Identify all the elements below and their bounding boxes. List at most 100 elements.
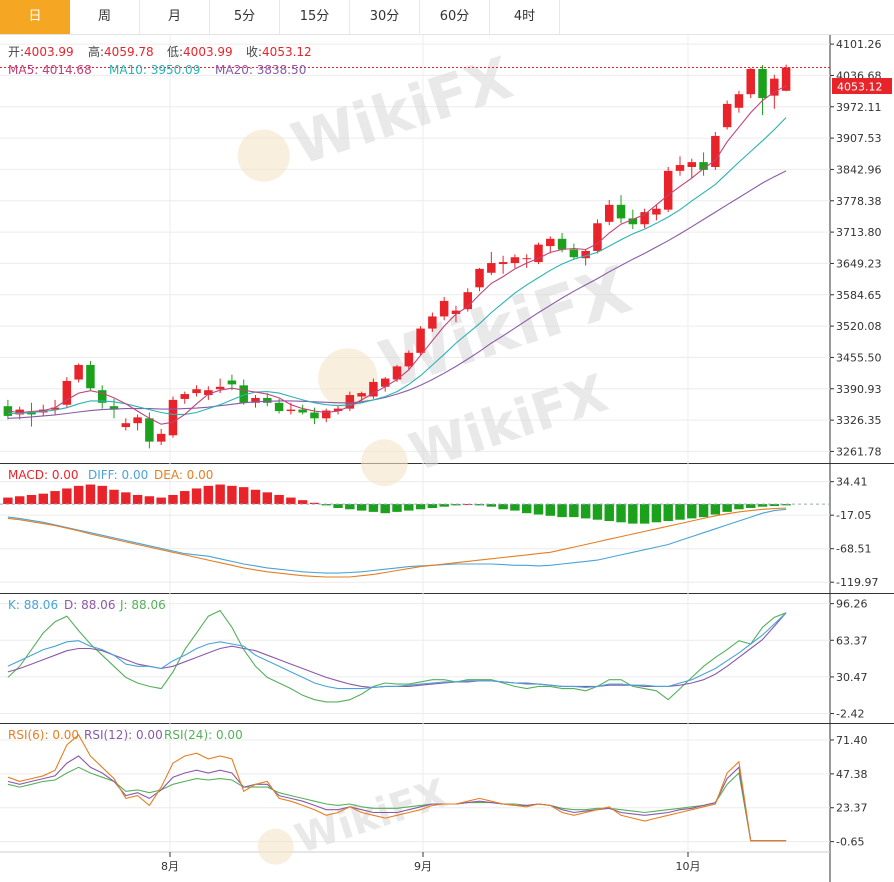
ma20-line xyxy=(7,170,787,419)
open-label: 开:4003.99 xyxy=(8,45,74,59)
candle-body-8 xyxy=(97,390,107,403)
macd-bar-36 xyxy=(427,504,438,508)
candle-body-46 xyxy=(546,238,555,247)
candle-body-53 xyxy=(628,218,638,225)
macd-bar-53 xyxy=(628,504,638,524)
watermark-logo-icon xyxy=(257,828,294,865)
price-tick-label-2: 3972.11 xyxy=(836,101,882,114)
kdj-legend: K: 88.06 D: 88.06 J: 88.06 xyxy=(8,598,166,612)
macd-bar-5 xyxy=(62,488,72,505)
ma20-label: MA20: 3838.50 xyxy=(215,63,306,77)
macd-bar-32 xyxy=(380,504,390,514)
macd-panel xyxy=(0,484,830,578)
tab-week[interactable]: 周 xyxy=(70,0,140,34)
candle-body-30 xyxy=(357,393,366,397)
low-value: 4003.99 xyxy=(183,45,233,59)
candle-body-50 xyxy=(593,223,602,251)
candle-body-54 xyxy=(640,212,649,225)
tab-day[interactable]: 日 xyxy=(0,0,70,34)
tab-30min[interactable]: 30分 xyxy=(350,0,420,34)
macd-bar-64 xyxy=(757,504,768,507)
tab-5min[interactable]: 5分 xyxy=(210,0,280,34)
candle-body-22 xyxy=(263,397,272,403)
rsi-tick-label-3: -0.65 xyxy=(836,836,864,849)
candle-body-66 xyxy=(781,67,791,91)
tab-4hour[interactable]: 4时 xyxy=(490,0,560,34)
ma10-value: 3950.09 xyxy=(151,63,201,77)
macd-bar-1 xyxy=(14,496,25,505)
kdj-tick-label-3: -2.42 xyxy=(836,708,864,721)
candle-body-52 xyxy=(616,204,626,219)
high-value: 4059.78 xyxy=(104,45,154,59)
price-axis: 4101.264036.683972.113907.533842.963778.… xyxy=(830,38,882,849)
macd-bar-3 xyxy=(38,493,48,505)
rsi12-line xyxy=(7,755,787,842)
price-panel xyxy=(0,64,830,449)
candle-body-38 xyxy=(451,310,461,315)
macd-tick-label-0: 34.41 xyxy=(836,476,868,489)
macd-bar-11 xyxy=(132,494,143,505)
tab-60min[interactable]: 60分 xyxy=(420,0,490,34)
rsi-tick-label-0: 71.40 xyxy=(836,734,868,747)
candle-body-44 xyxy=(522,258,531,260)
price-tick-label-10: 3455.50 xyxy=(836,351,882,364)
low-label-text: 低: xyxy=(167,45,183,59)
rsi24-line xyxy=(7,766,787,842)
candle-body-26 xyxy=(310,412,319,419)
macd-bar-62 xyxy=(734,504,744,510)
candle-body-60 xyxy=(711,135,720,167)
macd-bar-49 xyxy=(580,504,591,519)
macd-bar-54 xyxy=(639,504,650,524)
price-tick-label-4: 3842.96 xyxy=(836,163,882,176)
ma20-label-text: MA20: xyxy=(215,63,253,77)
candle-body-34 xyxy=(404,352,414,367)
macd-bar-30 xyxy=(356,504,367,511)
candle-body-29 xyxy=(345,395,355,409)
candle-body-2 xyxy=(27,412,36,415)
date-axis: 8月 9月 10月 xyxy=(161,852,701,873)
macd-bar-66 xyxy=(781,504,791,506)
candle-body-63 xyxy=(746,68,755,95)
price-tick-label-7: 3649.23 xyxy=(836,257,882,270)
macd-tick-label-2: -68.51 xyxy=(836,543,871,556)
rsi-tick-label-2: 23.37 xyxy=(836,802,868,815)
candle-body-13 xyxy=(156,433,166,442)
rsi6-label: RSI(6): 0.00 xyxy=(8,728,79,742)
candle-body-9 xyxy=(109,406,119,410)
candle-body-14 xyxy=(168,399,178,436)
last-price-tag: 4053.12 xyxy=(832,78,892,94)
macd-bar-29 xyxy=(345,504,355,510)
macd-bar-41 xyxy=(486,504,497,507)
candle-body-25 xyxy=(298,409,307,413)
d-label: D: 88.06 xyxy=(64,598,115,612)
tab-month[interactable]: 月 xyxy=(140,0,210,34)
macd-bar-57 xyxy=(675,504,685,520)
candle-body-16 xyxy=(192,389,201,394)
candle-body-35 xyxy=(416,328,425,353)
macd-bar-22 xyxy=(262,492,273,505)
macd-bar-28 xyxy=(333,504,343,508)
candle-body-49 xyxy=(581,250,590,259)
tab-15min[interactable]: 15分 xyxy=(280,0,350,34)
macd-bar-58 xyxy=(687,504,697,519)
macd-bar-7 xyxy=(85,484,96,505)
macd-bar-50 xyxy=(592,504,603,520)
macd-bar-37 xyxy=(439,504,449,507)
macd-bar-6 xyxy=(73,485,84,505)
candle-body-47 xyxy=(557,238,567,250)
diff-line xyxy=(7,508,787,574)
candle-body-58 xyxy=(687,162,697,167)
ma5-label-text: MA5: xyxy=(8,63,38,77)
last-price-tag-bg xyxy=(832,78,892,94)
macd-tick-label-1: -17.05 xyxy=(836,509,871,522)
macd-bar-14 xyxy=(168,494,178,505)
period-tabs: 日 周 月 5分 15分 30分 60分 4时 xyxy=(0,0,894,35)
candle-body-28 xyxy=(333,408,343,412)
kdj-tick-label-0: 96.26 xyxy=(836,598,868,611)
kdj-panel xyxy=(7,609,787,703)
candle-body-6 xyxy=(74,364,83,380)
price-tick-label-12: 3326.35 xyxy=(836,414,882,427)
ma10-label-text: MA10: xyxy=(109,63,147,77)
